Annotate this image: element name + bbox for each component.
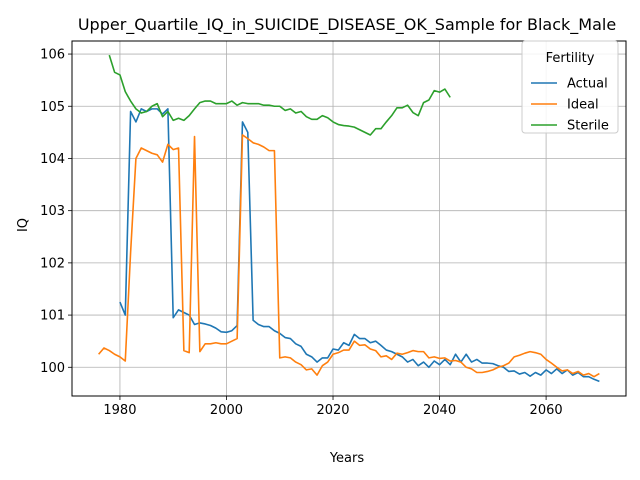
y-tick-label: 102 xyxy=(40,256,65,271)
plot-frame xyxy=(71,40,627,397)
y-tick-label: 101 xyxy=(40,309,65,324)
x-axis-ticks: 1980 2000 2020 2040 2060 xyxy=(103,396,563,418)
x-tick-label: 1980 xyxy=(103,403,136,418)
y-tick-label: 100 xyxy=(40,361,65,376)
legend-title: Fertility xyxy=(546,51,595,66)
legend-box xyxy=(521,40,619,134)
y-tick-label: 106 xyxy=(40,48,65,63)
legend-label-ideal: Ideal xyxy=(567,98,599,113)
y-tick-label: 105 xyxy=(40,100,65,115)
y-tick-label: 104 xyxy=(40,152,65,167)
legend-label-actual: Actual xyxy=(567,77,608,92)
x-tick-label: 2040 xyxy=(423,403,456,418)
legend: Fertility Actual Ideal Sterile xyxy=(521,40,619,134)
y-tick-label: 103 xyxy=(40,204,65,219)
series-line-ideal xyxy=(98,134,600,378)
x-tick-label: 2020 xyxy=(316,403,349,418)
y-axis-title: IQ xyxy=(16,218,31,232)
x-tick-label: 2060 xyxy=(530,403,563,418)
x-tick-label: 2000 xyxy=(210,403,243,418)
y-axis-ticks: 100 101 102 103 104 105 106 xyxy=(40,48,72,376)
series-line-sterile xyxy=(108,54,451,136)
series-lines xyxy=(98,54,600,383)
chart-title: Upper_Quartile_IQ_in_SUICIDE_DISEASE_OK_… xyxy=(78,15,616,35)
x-axis-title: Years xyxy=(329,451,365,466)
legend-items: Actual Ideal Sterile xyxy=(531,77,609,134)
legend-label-sterile: Sterile xyxy=(567,119,609,134)
